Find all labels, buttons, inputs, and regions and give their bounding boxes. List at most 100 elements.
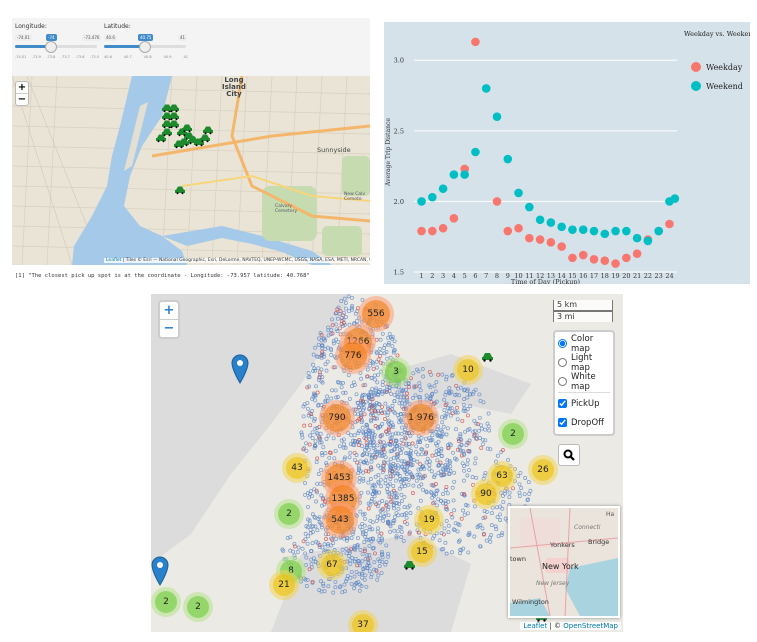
- trip-dot: [388, 457, 393, 462]
- trip-dot: [384, 349, 389, 354]
- attribution-separator: | ©: [547, 622, 564, 630]
- cluster-marker[interactable]: 776: [335, 338, 371, 374]
- white-map-label: White map: [571, 371, 596, 392]
- trip-dot: [321, 583, 326, 588]
- trip-dot: [375, 577, 380, 582]
- osm-link[interactable]: OpenStreetMap: [563, 622, 618, 630]
- taxi-icon[interactable]: [162, 128, 172, 137]
- taxi-icon[interactable]: [174, 140, 184, 149]
- trip-dot: [462, 512, 467, 517]
- trip-dot: [427, 459, 432, 464]
- search-button[interactable]: [558, 444, 580, 466]
- x-tick-label: 10: [514, 272, 522, 280]
- trip-dot: [414, 444, 419, 449]
- cluster-marker[interactable]: 43: [282, 453, 312, 483]
- trip-dot: [362, 549, 367, 553]
- zoom-in-button[interactable]: +: [16, 82, 28, 94]
- layer-light-map[interactable]: Light map: [555, 353, 613, 373]
- cluster-marker[interactable]: 2: [274, 499, 304, 529]
- map-pin-icon[interactable]: [231, 354, 249, 384]
- longitude-slider-handle[interactable]: [45, 41, 57, 53]
- overlay-dropoff[interactable]: DropOff: [555, 413, 613, 432]
- trip-dot: [368, 518, 373, 523]
- leaflet-link[interactable]: Leaflet: [523, 622, 548, 630]
- trip-dot: [474, 421, 479, 426]
- trip-dot: [305, 406, 310, 411]
- trip-dot: [404, 511, 409, 516]
- trip-dot: [443, 501, 448, 506]
- zoom-out-button[interactable]: −: [17, 94, 27, 105]
- cluster-marker[interactable]: 26: [528, 455, 558, 485]
- cluster-marker[interactable]: 543: [322, 502, 358, 538]
- layer-color-map[interactable]: Color map: [555, 334, 613, 354]
- trip-dot: [323, 338, 328, 343]
- taxi-icon[interactable]: [200, 134, 210, 143]
- pickup-checkbox[interactable]: [558, 399, 567, 408]
- trip-dot: [465, 389, 470, 393]
- trip-dot: [463, 409, 468, 413]
- cluster-marker[interactable]: 2: [498, 419, 528, 449]
- trip-dot: [398, 477, 402, 482]
- taxi-icon[interactable]: [175, 186, 185, 195]
- trip-dot: [481, 516, 486, 521]
- trip-dot: [380, 433, 385, 437]
- cluster-marker[interactable]: 2: [151, 587, 181, 617]
- cluster-marker[interactable]: 15: [407, 537, 437, 567]
- overlay-pickup[interactable]: PickUp: [555, 394, 613, 413]
- taxi-icon[interactable]: [403, 560, 416, 570]
- zoom-in-button[interactable]: +: [160, 302, 178, 320]
- trip-dot: [347, 455, 352, 460]
- trip-dot: [372, 567, 377, 572]
- taxi-icon[interactable]: [481, 352, 494, 362]
- trip-dot: [369, 499, 374, 504]
- trip-dot: [380, 507, 384, 512]
- trip-dot: [401, 387, 406, 392]
- dropoff-checkbox[interactable]: [558, 418, 567, 427]
- trip-dot: [465, 407, 470, 412]
- trip-dot: [364, 458, 369, 463]
- latitude-tick: 40.9: [163, 55, 172, 59]
- cluster-marker[interactable]: 10: [453, 355, 483, 385]
- latitude-slider-handle[interactable]: [139, 41, 151, 53]
- cluster-marker[interactable]: 790: [319, 400, 355, 436]
- trip-dot: [395, 454, 400, 459]
- zoom-out-button[interactable]: −: [163, 321, 175, 336]
- trip-dot: [367, 525, 372, 529]
- cluster-marker[interactable]: 19: [414, 505, 444, 535]
- cluster-marker[interactable]: 63: [487, 461, 517, 491]
- pickup-map[interactable]: Long Island City Sunnyside Calvary Cemet…: [12, 76, 370, 265]
- taxi-icon[interactable]: [156, 134, 166, 143]
- trip-dot: [388, 449, 393, 454]
- taxi-markers: [156, 104, 213, 195]
- minimap[interactable]: Connecti Ha Yonkers Bridge town New York…: [508, 506, 620, 618]
- taxi-icon[interactable]: [203, 126, 213, 135]
- nyc-cluster-map[interactable]: 55612667763107901 9762431453138554326326…: [151, 294, 623, 632]
- cluster-count: 10: [457, 359, 479, 381]
- cluster-marker[interactable]: 67: [317, 550, 347, 580]
- cluster-marker[interactable]: 2: [183, 592, 213, 622]
- cluster-marker[interactable]: 21: [269, 570, 299, 600]
- cluster-marker[interactable]: 3: [381, 357, 411, 387]
- trip-dot: [424, 489, 429, 494]
- trip-dot: [379, 449, 383, 454]
- color-map-radio[interactable]: [558, 339, 567, 348]
- trip-dot: [345, 538, 349, 543]
- cluster-marker[interactable]: 37: [348, 610, 378, 632]
- white-map-radio[interactable]: [558, 377, 567, 386]
- trip-dot: [378, 360, 383, 365]
- trip-dot: [395, 501, 400, 506]
- cluster-marker[interactable]: 90: [471, 479, 501, 509]
- map-pin-icon[interactable]: [151, 556, 169, 586]
- layer-white-map[interactable]: White map: [555, 371, 613, 392]
- taxi-icon[interactable]: [169, 112, 179, 121]
- taxi-icon[interactable]: [169, 120, 179, 129]
- trip-dot: [507, 490, 512, 495]
- light-map-radio[interactable]: [558, 358, 567, 367]
- trip-dot: [523, 476, 528, 480]
- trip-dot: [343, 390, 348, 395]
- taxi-icon[interactable]: [169, 104, 179, 113]
- leaflet-link[interactable]: Leaflet: [106, 258, 122, 263]
- cluster-marker[interactable]: 1 976: [403, 400, 439, 436]
- taxi-icon[interactable]: [182, 124, 192, 133]
- trip-dot: [325, 359, 330, 364]
